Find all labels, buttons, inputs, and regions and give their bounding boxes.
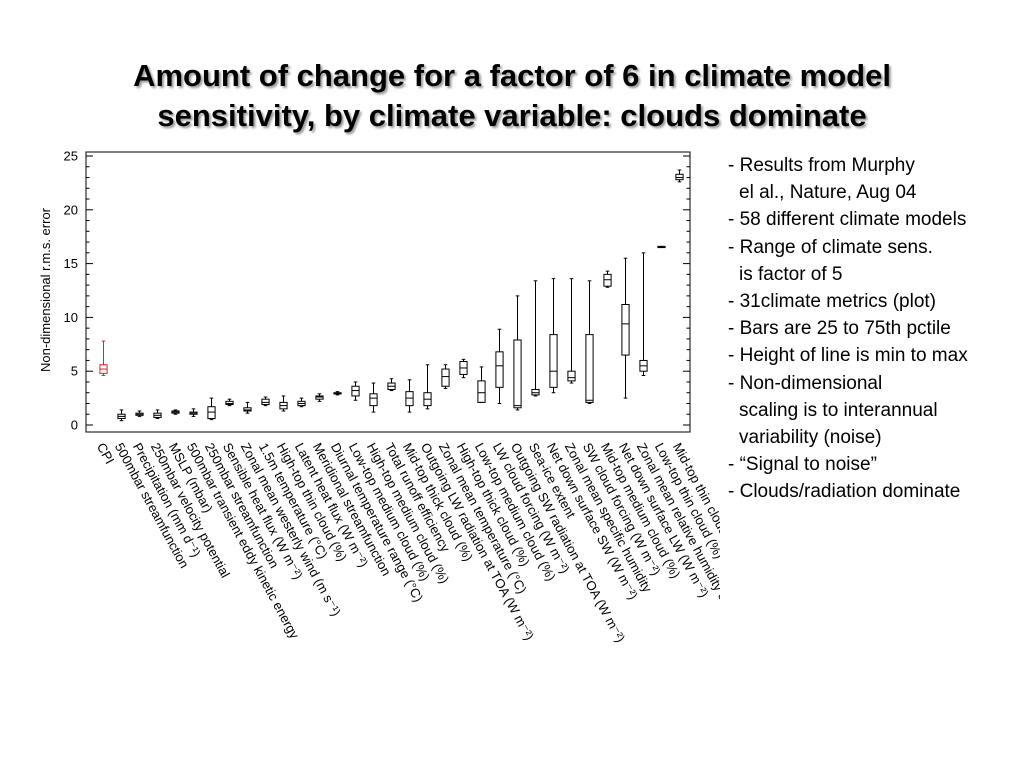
box-19 xyxy=(423,364,432,410)
box-10 xyxy=(261,396,270,407)
box-7 xyxy=(207,397,216,421)
iqr-box xyxy=(675,173,684,181)
box-23 xyxy=(495,328,504,404)
slide-title: Amount of change for a factor of 6 in cl… xyxy=(40,56,984,136)
y-axis-ticks: 0 5 10 15 20 25 Non-dimensional r.m.s. error xyxy=(38,149,690,433)
iqr-box xyxy=(369,393,378,407)
box-3 xyxy=(135,410,144,417)
plot-frame xyxy=(85,151,691,433)
box-20 xyxy=(441,364,450,389)
iqr-box xyxy=(225,400,234,406)
iqr-box xyxy=(261,398,270,406)
box-27 xyxy=(567,278,576,384)
iqr-box xyxy=(567,370,576,382)
box-11 xyxy=(279,395,288,412)
chart-axes xyxy=(85,151,691,433)
box-9 xyxy=(243,401,252,414)
iqr-box xyxy=(243,407,252,412)
box-29 xyxy=(603,270,612,288)
iqr-box xyxy=(477,380,486,403)
box-24 xyxy=(513,295,522,411)
note-line: - Height of line is min to max xyxy=(728,345,968,367)
title-line-1: Amount of change for a factor of 6 in cl… xyxy=(133,58,891,93)
y-tick-label: 25 xyxy=(64,149,78,164)
iqr-box xyxy=(441,368,450,387)
box-1 xyxy=(99,340,108,377)
iqr-box xyxy=(315,395,324,400)
iqr-box xyxy=(603,273,612,287)
iqr-box xyxy=(621,303,630,356)
note-line: - Bars are 25 to 75th pctile xyxy=(728,318,951,340)
note-line: - Clouds/radiation dominate xyxy=(728,481,961,503)
y-tick-label: 15 xyxy=(64,256,78,271)
note-line: scaling is to interannual xyxy=(739,399,938,421)
note-line: - Non-dimensional xyxy=(728,372,883,394)
box-plot-chart: 0 5 10 15 20 25 Non-dimensional r.m.s. error C… xyxy=(38,149,720,645)
box-14 xyxy=(333,391,342,396)
box-series xyxy=(99,169,684,422)
box-16 xyxy=(369,382,378,413)
box-12 xyxy=(297,397,306,408)
box-18 xyxy=(405,379,414,413)
note-line: is factor of 5 xyxy=(739,263,843,285)
box-30 xyxy=(621,257,630,399)
iqr-box xyxy=(405,391,414,407)
note-line: - “Signal to noise” xyxy=(728,454,877,476)
box-13 xyxy=(315,393,324,402)
box-4 xyxy=(153,409,162,420)
box-21 xyxy=(459,358,468,379)
box-8 xyxy=(225,398,234,407)
y-tick-label: 20 xyxy=(64,202,78,217)
y-tick-label: 0 xyxy=(71,418,78,433)
box-6 xyxy=(189,408,198,417)
iqr-box xyxy=(549,334,558,388)
box-22 xyxy=(477,366,486,403)
notes-panel: - Results from Murphy el al., Nature, Aug… xyxy=(728,152,1024,506)
iqr-box xyxy=(351,385,360,397)
note-line: variability (noise) xyxy=(739,427,882,449)
box-33 xyxy=(675,169,684,183)
iqr-box xyxy=(585,334,594,403)
note-line: - 58 different climate models xyxy=(728,209,967,231)
box-25 xyxy=(531,280,540,397)
box-28 xyxy=(585,280,594,404)
note-line: - Range of climate sens. xyxy=(728,236,933,258)
iqr-box xyxy=(495,351,504,388)
iqr-box xyxy=(207,406,216,420)
note-line: - Results from Murphy xyxy=(728,155,915,176)
y-tick-label: 5 xyxy=(71,364,78,379)
x-category-label: CPI xyxy=(94,440,118,466)
box-32 xyxy=(657,245,666,249)
note-line: - 31climate metrics (plot) xyxy=(728,291,936,313)
box-26 xyxy=(549,278,558,394)
box-31 xyxy=(639,252,648,377)
iqr-box xyxy=(531,388,540,396)
box-15 xyxy=(351,381,360,401)
box-5 xyxy=(171,409,180,415)
y-tick-label: 10 xyxy=(64,310,78,325)
note-line: el al., Nature, Aug 04 xyxy=(739,182,917,204)
y-axis-label: Non-dimensional r.m.s. error xyxy=(38,207,53,372)
box-17 xyxy=(387,378,396,392)
title-line-2: sensitivity, by climate variable: clouds… xyxy=(157,98,867,133)
box-2 xyxy=(117,409,126,422)
iqr-box xyxy=(513,339,522,409)
